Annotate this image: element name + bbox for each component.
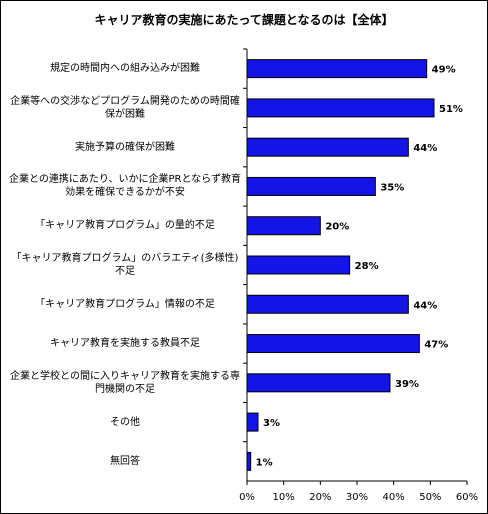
value-label: 20% [325, 222, 349, 233]
bar [246, 59, 428, 79]
x-tick-label: 0% [239, 492, 255, 503]
bar [246, 255, 351, 275]
bar [246, 334, 420, 354]
value-label: 47% [424, 340, 448, 351]
y-tick-label: キャリア教育を実施する教員不足 [50, 338, 200, 350]
y-tick-label: 企業と学校との間に入りキャリア教育を実施する専門機関の不足 [10, 370, 240, 395]
value-label: 35% [380, 182, 404, 193]
value-label: 49% [432, 65, 456, 76]
x-tick-label: 40% [383, 492, 405, 503]
x-tick-label: 60% [456, 492, 478, 503]
bar [246, 412, 259, 432]
value-label: 44% [413, 143, 437, 154]
x-tick-label: 10% [273, 492, 295, 503]
y-tick-label: その他 [110, 416, 140, 428]
y-tick-label: 企業等への交渉などプログラム開発のための時間確保が困難 [10, 95, 240, 120]
value-label: 51% [439, 104, 463, 115]
x-tick-label: 50% [419, 492, 441, 503]
value-label: 1% [256, 457, 273, 468]
bar [246, 216, 321, 236]
bar [246, 451, 252, 471]
y-tick-label: 無回答 [110, 455, 140, 467]
bar [246, 137, 409, 157]
value-label: 44% [413, 300, 437, 311]
bar [246, 176, 376, 196]
bar [246, 294, 409, 314]
y-tick-label: 規定の時間内への組み込みが困難 [50, 63, 200, 75]
bar [246, 98, 435, 118]
chart-title: キャリア教育の実施にあたって課題となるのは【全体】 [94, 13, 394, 27]
value-label: 39% [395, 379, 419, 390]
y-tick-label: 企業との連携にあたり、いかに企業PRとならず教育効果を確保できるかが不安 [9, 174, 241, 199]
value-label: 3% [263, 418, 280, 429]
x-tick-label: 30% [346, 492, 368, 503]
y-tick-label: 「キャリア教育プログラム」のバラエティ(多様性)不足 [11, 253, 239, 277]
value-label: 28% [355, 261, 379, 272]
bar [246, 373, 391, 393]
x-tick-label: 20% [309, 492, 331, 503]
y-tick-label: 「キャリア教育プログラム」情報の不足 [35, 298, 215, 310]
y-tick-label: 実施予算の確保が困難 [75, 141, 175, 153]
y-tick-label: 「キャリア教育プログラム」の量的不足 [35, 220, 215, 232]
